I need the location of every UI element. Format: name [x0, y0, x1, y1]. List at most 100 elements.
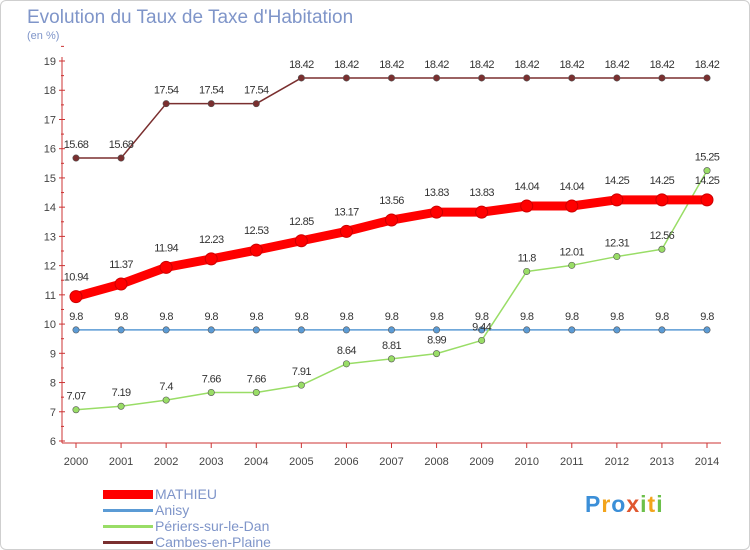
- data-label: 7.66: [202, 373, 221, 385]
- x-tick-label: 2005: [289, 456, 313, 468]
- data-label: 17.54: [199, 85, 224, 97]
- data-label: 9.8: [610, 311, 624, 323]
- data-point: [117, 326, 125, 334]
- x-tick-label: 2014: [695, 456, 719, 468]
- data-label: 14.25: [695, 175, 720, 187]
- data-point: [252, 326, 260, 334]
- data-point: [658, 326, 666, 334]
- data-point: [700, 193, 714, 207]
- data-point: [297, 74, 305, 82]
- data-point: [72, 406, 80, 414]
- data-point: [252, 100, 260, 108]
- data-point: [703, 167, 711, 175]
- data-point: [520, 199, 534, 213]
- data-label: 18.42: [289, 59, 314, 71]
- data-point: [613, 253, 621, 261]
- data-point: [252, 388, 260, 396]
- data-point: [523, 267, 531, 275]
- data-point: [523, 74, 531, 82]
- data-label: 12.53: [244, 225, 269, 237]
- data-point: [342, 326, 350, 334]
- x-tick-label: 2003: [199, 456, 223, 468]
- data-point: [297, 326, 305, 334]
- legend-label-cambes: Cambes-en-Plaine: [155, 534, 271, 550]
- data-label: 18.42: [650, 59, 675, 71]
- data-point: [339, 224, 353, 238]
- data-point: [69, 290, 83, 304]
- data-point: [294, 234, 308, 248]
- data-point: [207, 326, 215, 334]
- y-tick-label: 14: [44, 202, 56, 214]
- data-label: 9.8: [520, 311, 534, 323]
- data-label: 18.42: [514, 59, 539, 71]
- data-point: [568, 326, 576, 334]
- data-label: 13.56: [379, 195, 404, 207]
- data-label: 8.99: [427, 335, 446, 347]
- data-label: 9.8: [565, 311, 579, 323]
- data-point: [613, 74, 621, 82]
- data-label: 9.44: [472, 321, 491, 333]
- data-point: [565, 199, 579, 213]
- legend-swatch-mathieu: [103, 490, 153, 499]
- data-label: 11.8: [518, 252, 537, 264]
- data-label: 18.42: [379, 59, 404, 71]
- data-point: [610, 193, 624, 207]
- x-tick-label: 2009: [469, 456, 493, 468]
- data-point: [658, 245, 666, 253]
- data-label: 12.85: [289, 216, 314, 228]
- data-label: 8.64: [337, 345, 356, 357]
- data-label: 15.68: [64, 139, 89, 151]
- data-label: 7.4: [159, 381, 173, 393]
- unit-label: (en %): [27, 30, 60, 42]
- legend-swatch-anisy: [103, 509, 153, 512]
- legend-label-mathieu: MATHIEU: [155, 486, 217, 502]
- data-point: [568, 261, 576, 269]
- data-point: [207, 100, 215, 108]
- data-label: 14.25: [650, 175, 675, 187]
- data-label: 9.8: [340, 311, 354, 323]
- data-label: 9.8: [655, 311, 669, 323]
- x-tick-label: 2001: [109, 456, 133, 468]
- y-tick-label: 6: [50, 436, 56, 448]
- data-point: [655, 193, 669, 207]
- data-point: [387, 326, 395, 334]
- legend-label-anisy: Anisy: [155, 502, 190, 518]
- data-point: [568, 74, 576, 82]
- data-point: [249, 243, 263, 257]
- data-point: [72, 326, 80, 334]
- data-label: 11.94: [154, 242, 178, 254]
- y-tick-label: 11: [45, 290, 56, 302]
- data-label: 14.04: [560, 181, 585, 193]
- x-tick-label: 2000: [64, 456, 88, 468]
- data-point: [478, 336, 486, 344]
- y-tick-label: 10: [44, 319, 56, 331]
- data-label: 7.07: [66, 391, 85, 403]
- y-tick-label: 9: [50, 348, 56, 360]
- data-label: 9.8: [700, 311, 714, 323]
- data-point: [204, 252, 218, 266]
- data-point: [385, 213, 398, 227]
- x-tick-label: 2011: [560, 456, 584, 468]
- data-label: 15.25: [695, 152, 720, 164]
- data-point: [613, 326, 621, 334]
- data-label: 18.42: [469, 59, 494, 71]
- data-point: [433, 326, 441, 334]
- data-point: [162, 396, 170, 404]
- x-tick-label: 2010: [514, 456, 538, 468]
- y-tick-label: 17: [44, 114, 56, 126]
- y-tick-label: 8: [50, 378, 56, 390]
- data-point: [72, 154, 80, 162]
- data-point: [162, 100, 170, 108]
- data-point: [114, 277, 128, 291]
- data-label: 9.8: [430, 311, 444, 323]
- data-point: [433, 350, 441, 358]
- x-tick-label: 2007: [379, 456, 403, 468]
- data-label: 7.91: [292, 366, 311, 378]
- data-point: [387, 74, 395, 82]
- data-point: [703, 326, 711, 334]
- data-label: 17.54: [154, 85, 179, 97]
- data-point: [475, 205, 489, 219]
- data-point: [523, 326, 531, 334]
- data-label: 9.8: [69, 311, 83, 323]
- y-tick-label: 12: [44, 261, 56, 273]
